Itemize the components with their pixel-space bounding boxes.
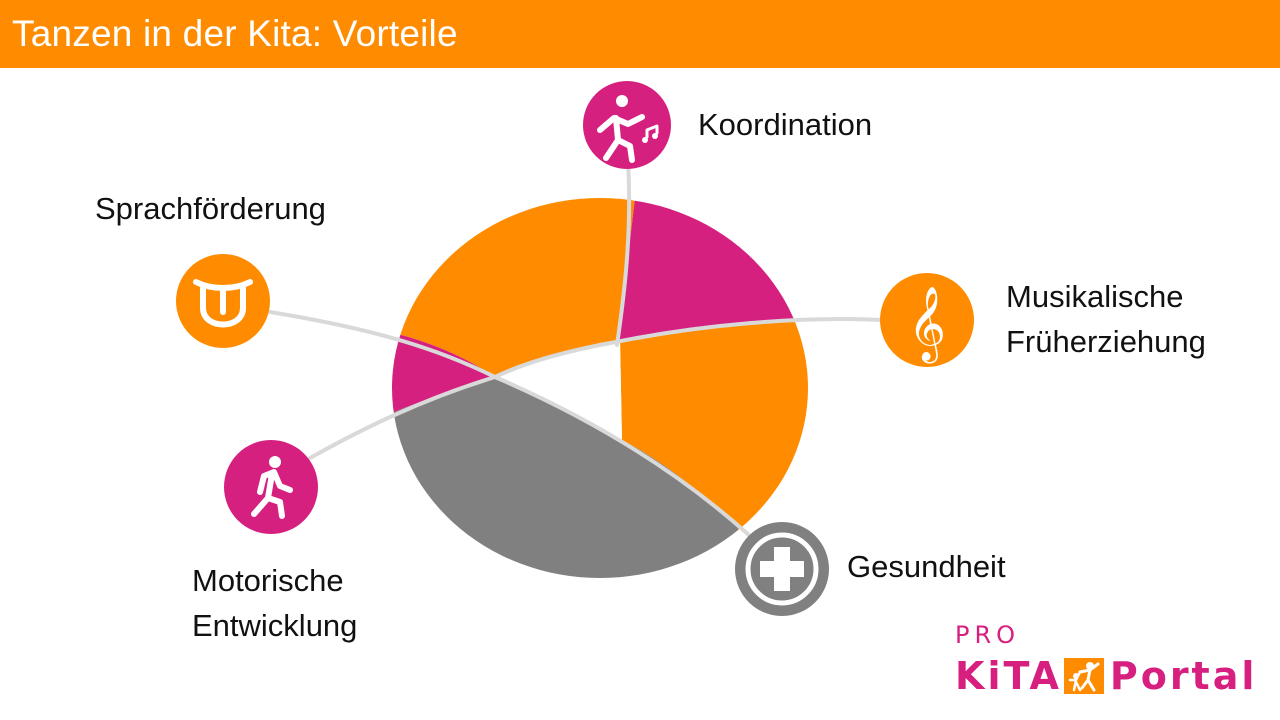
pro-kita-portal-logo: PRO KiTA Portal (955, 622, 1257, 698)
connector-lines (268, 158, 884, 538)
label-motorische-line1: Motorische (192, 563, 344, 598)
koordination-icon-badge (583, 81, 671, 169)
label-koordination: Koordination (698, 107, 873, 142)
connector-motorische (308, 375, 497, 460)
musikalische-icon-badge: 𝄞 (880, 273, 974, 367)
label-motorische-line2: Entwicklung (192, 608, 358, 643)
label-sprachfoerderung: Sprachförderung (95, 191, 326, 226)
title-bar: Tanzen in der Kita: Vorteile (0, 0, 1280, 68)
tongue-face-icon (193, 279, 253, 328)
label-gesundheit: Gesundheit (847, 549, 1006, 584)
connector-musikalische (493, 317, 884, 379)
logo-pro-text: PRO (955, 621, 1021, 649)
pie-center-gap (495, 340, 622, 440)
medical-cross-icon (760, 547, 804, 591)
treble-clef-icon: 𝄞 (908, 287, 946, 364)
logo-portal-text: Portal (1109, 654, 1258, 698)
logo-children-icon (1063, 658, 1104, 694)
logo-kita-text: KiTA (955, 654, 1062, 698)
gesundheit-icon-badge (735, 522, 829, 616)
pie-segment-koordination (618, 198, 808, 340)
connector-koordination (615, 158, 632, 347)
motorische-icon-badge (224, 440, 318, 534)
dancing-person-music-icon (597, 95, 659, 163)
walking-person-icon (251, 456, 293, 519)
label-musikalische-line1: Musikalische (1006, 279, 1184, 314)
pie-segment-motorische (392, 330, 495, 418)
page-title: Tanzen in der Kita: Vorteile (12, 13, 458, 54)
label-musikalische-line2: Früherziehung (1006, 324, 1206, 359)
sprachfoerderung-icon-badge (176, 254, 270, 348)
